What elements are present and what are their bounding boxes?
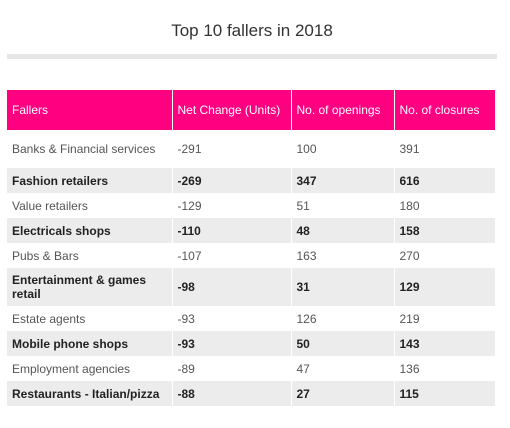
closures-cell: 391 xyxy=(399,142,420,156)
header-net-change: Net Change (Units) xyxy=(172,90,292,130)
row-label: Banks & Financial services xyxy=(7,130,173,168)
net-change-cell: -98 xyxy=(172,268,292,306)
table-row: Fashion retailers -269 347 616 xyxy=(7,168,495,193)
openings-cell: 100 xyxy=(291,130,395,168)
openings-cell: 126 xyxy=(291,306,395,331)
header-row: Fallers Net Change (Units) No. of openin… xyxy=(7,90,495,130)
row-label: Value retailers xyxy=(7,193,173,218)
net-change-cell: -110 xyxy=(172,218,292,243)
table-row: Electricals shops -110 48 158 xyxy=(7,218,495,243)
openings-cell: 51 xyxy=(291,193,395,218)
chart-title: Top 10 fallers in 2018 xyxy=(171,21,333,40)
closures-cell: 143 xyxy=(394,331,495,356)
openings-cell: 47 xyxy=(291,356,395,381)
table-row: Entertainment & games retail -98 31 129 xyxy=(7,268,495,306)
openings-cell: 27 xyxy=(291,381,395,406)
row-label: Restaurants - Italian/pizza xyxy=(7,381,173,406)
net-change-cell: -89 xyxy=(172,356,292,381)
net-change-cell: -88 xyxy=(172,381,292,406)
closures-cell: 136 xyxy=(399,361,420,376)
row-label: Employment agencies xyxy=(7,356,173,381)
closures-cell: 158 xyxy=(394,218,495,243)
net-change-cell: -269 xyxy=(172,168,292,193)
net-change-cell: -129 xyxy=(172,193,292,218)
openings-cell: 48 xyxy=(291,218,395,243)
header-fallers: Fallers xyxy=(7,90,173,130)
row-label: Pubs & Bars xyxy=(7,243,173,268)
table-row: Value retailers -129 51 180 xyxy=(7,193,495,218)
net-change-cell: -107 xyxy=(172,243,292,268)
title-divider xyxy=(7,54,497,59)
closures-cell: 616 xyxy=(394,168,495,193)
closures-cell: 180 xyxy=(399,198,420,213)
row-label: Mobile phone shops xyxy=(7,331,173,356)
openings-cell: 163 xyxy=(291,243,395,268)
header-openings: No. of openings xyxy=(291,90,395,130)
net-change-cell: -291 xyxy=(172,130,292,168)
fallers-table: Fallers Net Change (Units) No. of openin… xyxy=(7,90,495,406)
table-row: Mobile phone shops -93 50 143 xyxy=(7,331,495,356)
closures-cell: 219 xyxy=(399,311,420,326)
row-label: Fashion retailers xyxy=(7,168,173,193)
row-label: Electricals shops xyxy=(7,218,173,243)
openings-cell: 347 xyxy=(291,168,395,193)
table-row: Pubs & Bars -107 163 270 xyxy=(7,243,495,268)
row-label: Estate agents xyxy=(7,306,173,331)
openings-cell: 50 xyxy=(291,331,395,356)
net-change-cell: -93 xyxy=(172,306,292,331)
header-closures: No. of closures xyxy=(394,90,495,130)
table-row: Estate agents -93 126 219 xyxy=(7,306,495,331)
closures-cell: 270 xyxy=(399,248,420,263)
table-row: Employment agencies -89 47 136 xyxy=(7,356,495,381)
closures-cell: 115 xyxy=(394,381,495,406)
closures-cell: 129 xyxy=(394,268,495,306)
openings-cell: 31 xyxy=(291,268,395,306)
net-change-cell: -93 xyxy=(172,331,292,356)
table-row: Restaurants - Italian/pizza -88 27 115 xyxy=(7,381,495,406)
table-row: Banks & Financial services -291 100 391 xyxy=(7,130,495,168)
row-label: Entertainment & games retail xyxy=(7,268,173,306)
